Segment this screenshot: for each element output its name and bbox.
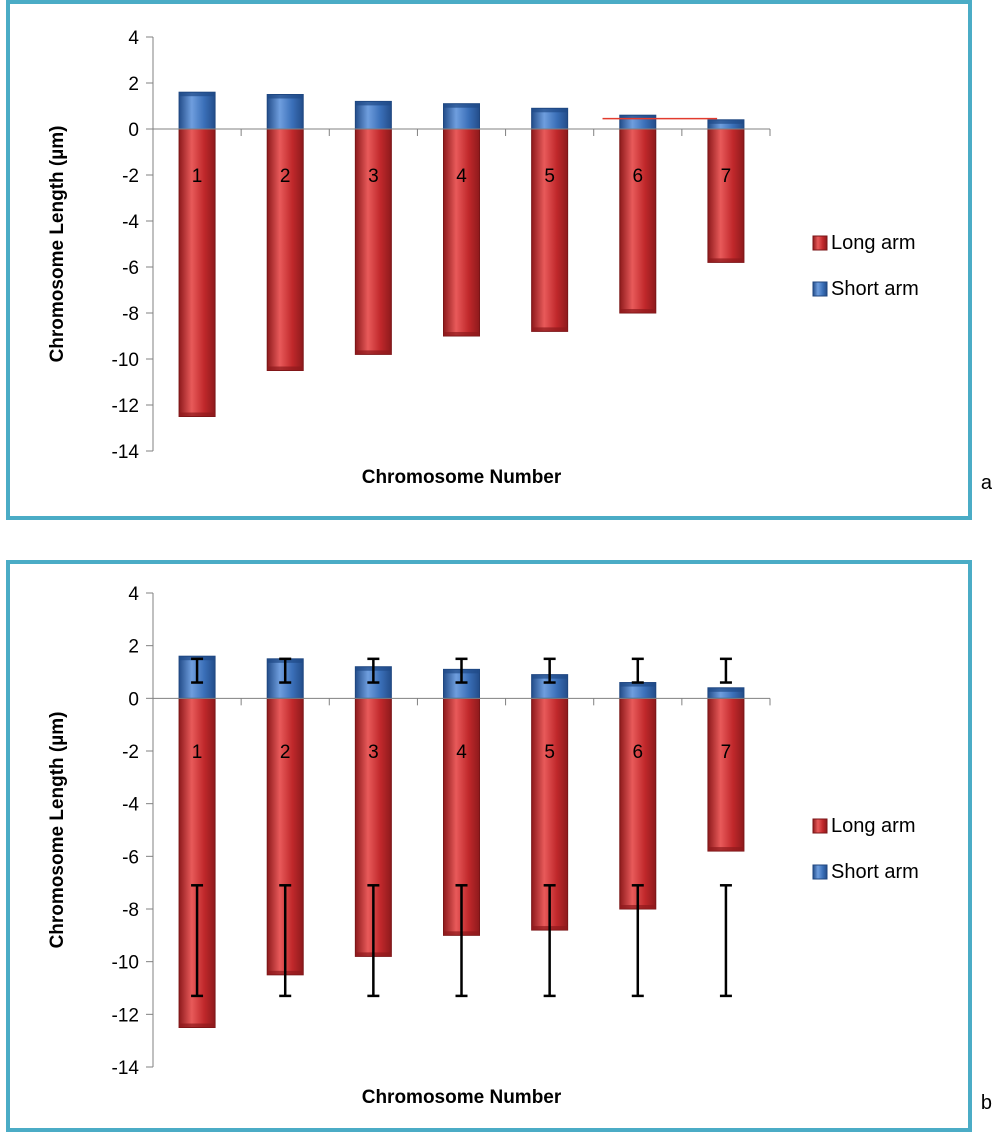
chart-panel-b: 4 2 0 -2 -4 -6 -8 -10 -12 -14 1 2 3 4 5 6 7 Chromosome Le…: [0, 560, 1000, 1135]
long-arm-bar-6: [619, 128, 657, 314]
legend-label-long-arm: Long arm: [831, 232, 916, 254]
long-arm-bar-cap-2: [267, 366, 304, 371]
category-label-4: 4: [456, 166, 467, 187]
y-axis-title: Chromosome Length (µm): [47, 126, 68, 363]
y-tick-label: -10: [112, 350, 139, 371]
short-arm-bar-cap-6: [619, 115, 656, 120]
y-tick-label: 0: [128, 689, 139, 710]
chart-frame: [6, 560, 972, 1132]
short-arm-bar-cap-4: [443, 103, 480, 108]
long-arm-bar-cap-1: [179, 1023, 216, 1028]
chart-svg-b: 4 2 0 -2 -4 -6 -8 -10 -12 -14 1 2 3 4 5 6 7 Chromosome Le…: [6, 560, 972, 1132]
category-label-1: 1: [192, 742, 203, 763]
category-label-2: 2: [280, 742, 291, 763]
category-label-3: 3: [368, 742, 379, 763]
y-tick-label: -4: [122, 795, 139, 816]
y-tick-label: -10: [112, 953, 139, 974]
short-arm-bar-cap-7: [707, 687, 744, 692]
long-arm-bar-cap-4: [443, 332, 480, 336]
y-tick-label: -6: [122, 847, 139, 868]
legend-swatch-long-arm: [812, 818, 828, 834]
y-tick-label: 4: [128, 584, 139, 605]
short-arm-bar-cap-1: [179, 92, 216, 97]
y-tick-label: 4: [128, 28, 139, 49]
y-tick-label: -2: [122, 742, 139, 763]
legend-label-short-arm: Short arm: [831, 278, 919, 300]
category-label-2: 2: [280, 166, 291, 187]
chart-panel-a: 4 2 0 -2 -4 -6 -8 -10 -12 -14 1 2 3 4 5 6 7 Chromosome Le…: [0, 0, 1000, 525]
y-tick-label: -8: [122, 900, 139, 921]
category-label-6: 6: [632, 742, 643, 763]
y-tick-label: 0: [128, 120, 139, 141]
short-arm-bar-4: [443, 103, 480, 130]
long-arm-bar-4: [443, 128, 480, 337]
category-label-4: 4: [456, 742, 467, 763]
y-tick-label: -12: [112, 396, 139, 417]
long-arm-bar-1: [178, 128, 216, 417]
x-axis-title: Chromosome Number: [362, 1087, 562, 1108]
legend-label-short-arm: Short arm: [831, 861, 919, 883]
x-axis-title: Chromosome Number: [362, 467, 562, 488]
y-tick-label: -2: [122, 166, 139, 187]
category-label-3: 3: [368, 166, 379, 187]
category-label-5: 5: [544, 742, 555, 763]
legend-swatch-short-arm: [812, 281, 828, 297]
long-arm-bar-3: [354, 128, 392, 355]
long-arm-bar-5: [531, 128, 569, 332]
y-tick-label: -14: [112, 1058, 140, 1079]
y-tick-label: 2: [128, 637, 139, 658]
chart-frame: [6, 0, 972, 520]
short-arm-bar-cap-3: [355, 101, 392, 106]
y-tick-label: -6: [122, 258, 139, 279]
category-label-1: 1: [192, 166, 203, 187]
chart-svg-a: 4 2 0 -2 -4 -6 -8 -10 -12 -14 1 2 3 4 5 6 7 Chromosome Le…: [6, 0, 972, 520]
short-arm-bar-cap-2: [267, 94, 304, 99]
long-arm-bar-cap-1: [179, 412, 216, 417]
y-axis-title: Chromosome Length (µm): [47, 712, 68, 949]
y-tick-label: -4: [122, 212, 139, 233]
short-arm-bar-3: [354, 100, 392, 130]
long-arm-bar-cap-7: [707, 258, 744, 263]
panel-label-a: a: [980, 472, 992, 494]
legend-swatch-long-arm: [812, 235, 828, 251]
long-arm-bar-7: [707, 697, 745, 852]
y-tick-label: -14: [112, 442, 140, 463]
long-arm-bar-7: [707, 128, 745, 263]
short-arm-bar-cap-5: [531, 108, 568, 113]
long-arm-bar-cap-5: [531, 327, 568, 332]
long-arm-bar-6: [619, 697, 657, 910]
long-arm-bar-2: [266, 128, 304, 371]
short-arm-bar-cap-7: [707, 119, 744, 124]
short-arm-bar-1: [178, 91, 216, 130]
short-arm-bar-2: [266, 94, 304, 130]
legend-label-long-arm: Long arm: [831, 815, 916, 837]
y-tick-label: -12: [112, 1005, 139, 1026]
long-arm-bar-cap-6: [619, 309, 656, 313]
long-arm-bar-cap-3: [355, 350, 392, 355]
panel-label-b: b: [980, 1092, 992, 1114]
y-tick-label: 2: [128, 74, 139, 95]
y-tick-label: -8: [122, 304, 139, 325]
category-label-5: 5: [544, 166, 555, 187]
long-arm-bar-cap-7: [707, 847, 744, 852]
category-label-7: 7: [721, 166, 732, 187]
category-label-6: 6: [632, 166, 643, 187]
legend-swatch-short-arm: [812, 864, 828, 880]
category-label-7: 7: [721, 742, 732, 763]
short-arm-bar-cap-6: [619, 682, 656, 687]
